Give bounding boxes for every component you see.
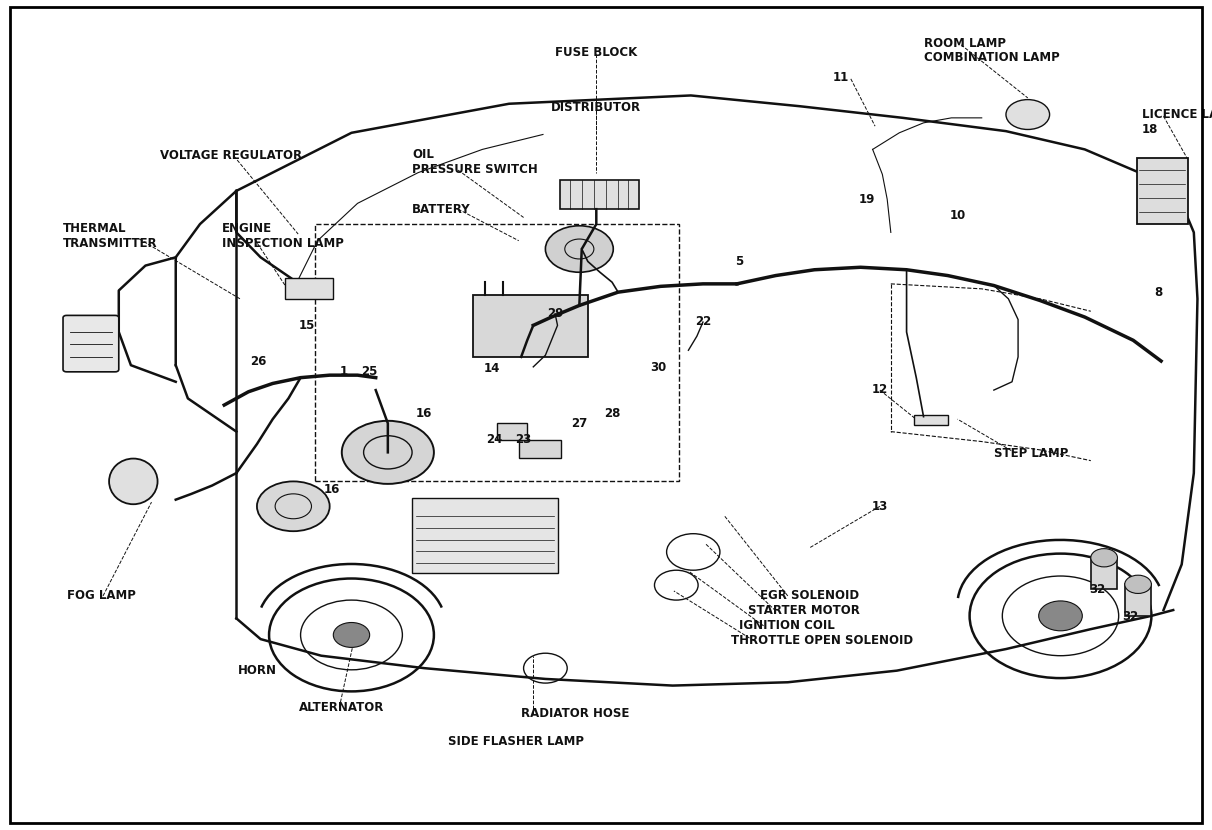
Text: ROOM LAMP: ROOM LAMP: [924, 37, 1006, 50]
Bar: [285, 278, 333, 299]
Ellipse shape: [109, 458, 158, 504]
Bar: [497, 423, 527, 440]
Text: 12: 12: [871, 383, 888, 397]
Text: HORN: HORN: [238, 664, 276, 677]
Circle shape: [1091, 549, 1117, 567]
Text: RADIATOR HOSE: RADIATOR HOSE: [521, 707, 629, 720]
Text: COMBINATION LAMP: COMBINATION LAMP: [924, 51, 1059, 65]
Text: LICENCE LAMP: LICENCE LAMP: [1142, 108, 1212, 121]
Text: 23: 23: [515, 433, 531, 447]
Text: STARTER MOTOR: STARTER MOTOR: [748, 604, 859, 618]
Text: 25: 25: [361, 365, 378, 378]
Text: 15: 15: [298, 319, 315, 332]
Bar: [1091, 558, 1117, 589]
Text: 18: 18: [1142, 123, 1159, 136]
Text: FUSE BLOCK: FUSE BLOCK: [555, 46, 638, 59]
Text: 30: 30: [650, 361, 667, 374]
Text: IGNITION COIL: IGNITION COIL: [739, 619, 835, 632]
Text: 29: 29: [547, 307, 564, 320]
Text: VOLTAGE REGULATOR: VOLTAGE REGULATOR: [160, 149, 302, 163]
Circle shape: [1125, 575, 1151, 593]
Text: 24: 24: [486, 433, 503, 447]
Circle shape: [257, 481, 330, 531]
Circle shape: [1039, 601, 1082, 631]
Text: STEP LAMP: STEP LAMP: [994, 447, 1068, 460]
Text: 10: 10: [949, 209, 966, 222]
Text: THERMAL: THERMAL: [63, 222, 126, 236]
Text: FOG LAMP: FOG LAMP: [67, 589, 136, 603]
Text: ALTERNATOR: ALTERNATOR: [299, 701, 384, 715]
Text: EGR SOLENOID: EGR SOLENOID: [760, 589, 859, 603]
Circle shape: [1006, 100, 1050, 129]
Circle shape: [333, 622, 370, 647]
Text: 16: 16: [416, 407, 433, 420]
Text: THROTTLE OPEN SOLENOID: THROTTLE OPEN SOLENOID: [731, 634, 913, 647]
Bar: [560, 180, 639, 209]
Text: 28: 28: [604, 407, 621, 420]
Text: 11: 11: [833, 71, 850, 84]
Text: OIL: OIL: [412, 148, 434, 161]
FancyBboxPatch shape: [63, 315, 119, 372]
Circle shape: [545, 226, 613, 272]
Text: 26: 26: [250, 355, 267, 369]
Text: 32: 32: [1088, 583, 1105, 596]
Text: 5: 5: [736, 255, 743, 268]
Bar: [412, 498, 558, 573]
Text: ENGINE: ENGINE: [222, 222, 271, 236]
Text: PRESSURE SWITCH: PRESSURE SWITCH: [412, 163, 538, 176]
Circle shape: [342, 421, 434, 484]
Text: TRANSMITTER: TRANSMITTER: [63, 237, 158, 251]
Text: 22: 22: [694, 315, 711, 329]
Bar: [1137, 158, 1188, 224]
Text: 14: 14: [484, 362, 501, 375]
Text: INSPECTION LAMP: INSPECTION LAMP: [222, 237, 344, 251]
Text: 27: 27: [571, 417, 588, 430]
Text: 13: 13: [871, 500, 888, 513]
Text: 16: 16: [324, 483, 341, 496]
Text: 1: 1: [341, 365, 348, 378]
Text: 8: 8: [1155, 286, 1162, 300]
Bar: [1125, 584, 1151, 616]
Bar: [519, 440, 561, 458]
Bar: [315, 224, 679, 481]
Bar: [473, 295, 588, 357]
Text: BATTERY: BATTERY: [412, 203, 470, 217]
Bar: [914, 415, 948, 425]
Text: DISTRIBUTOR: DISTRIBUTOR: [551, 101, 641, 115]
Text: 19: 19: [858, 193, 875, 206]
Text: 32: 32: [1122, 610, 1139, 623]
Text: SIDE FLASHER LAMP: SIDE FLASHER LAMP: [448, 735, 584, 748]
